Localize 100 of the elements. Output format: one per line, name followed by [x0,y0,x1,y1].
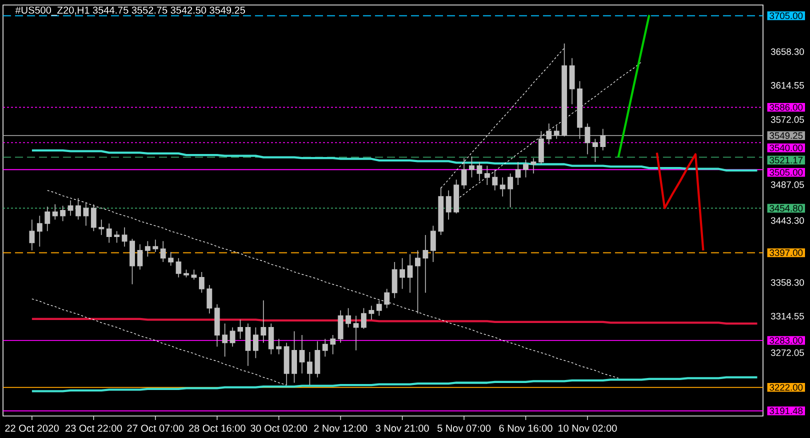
x-tick-label: 22 Oct 2020 [5,424,59,432]
candlestick [130,238,135,285]
candlestick [98,219,104,236]
candlestick [538,130,544,165]
candlestick [600,128,606,151]
ref-line-label: 3705.00 [770,12,803,20]
y-tick-label: 3572.05 [770,116,804,123]
candlestick [554,125,560,140]
candlestick [90,204,96,232]
ref-line-label: 3540.00 [770,144,803,152]
candlestick [68,200,74,216]
ref-line-label: 3586.00 [770,104,803,111]
candlestick [60,205,66,222]
y-tick-label: 3272.05 [770,349,804,356]
candlestick [152,239,158,252]
candlestick [546,123,552,145]
candlestick [384,288,390,309]
candlestick [44,206,50,232]
ref-line-label: 3283.00 [770,337,803,344]
y-tick-label: 3443.30 [770,217,804,224]
y-tick-label: 3314.55 [770,312,804,320]
ref-line-label: 3191.48 [770,408,803,414]
candlestick [492,169,498,191]
candlestick [106,223,112,244]
y-tick-label: 3658.30 [770,48,804,55]
candlestick [276,338,282,355]
candlestick [392,262,398,299]
x-tick-label: 28 Oct 16:00 [188,424,246,432]
candlestick [252,326,258,359]
candlestick [284,342,290,386]
candlestick [562,43,568,137]
candlestick [214,304,220,347]
candlestick [461,158,467,190]
candlestick [191,269,197,280]
candlestick [407,254,413,294]
candlestick [198,272,204,294]
candlestick [114,230,120,244]
candlestick [230,326,236,347]
ref-line-label: 3454.80 [770,204,803,212]
candlestick [422,234,428,294]
candlestick [36,215,42,247]
candlestick [476,162,482,182]
candlestick [144,240,150,257]
candlestick [168,252,174,266]
ref-line-label: 3549.25 [770,132,803,139]
x-tick-label: 6 Nov 16:00 [499,424,552,432]
candlestick [299,334,305,374]
candlestick [184,269,189,278]
ref-line-label: 3222.00 [770,384,803,391]
y-tick-label: 3487.05 [770,181,804,188]
candlestick [430,225,436,262]
candlestick [338,310,344,344]
ref-line-label: 3505.00 [770,169,803,176]
candlestick [577,80,582,140]
candlestick [160,240,166,262]
x-tick-label: 27 Oct 07:00 [127,424,184,432]
candlestick [137,244,143,270]
candlestick [500,176,506,197]
chart-title: #US500_Z20,H1 3544.75 3552.75 3542.50 3549.25 [15,6,246,16]
y-tick-label: 3614.55 [770,82,804,89]
candlestick [368,305,374,320]
candlestick [314,340,320,378]
candlestick [353,315,359,351]
candlestick [292,330,297,384]
candlestick [515,162,521,186]
candlestick [530,158,536,174]
candlestick [245,323,251,366]
candlestick [52,204,58,220]
candlestick [330,334,336,355]
x-tick-label: 2 Nov 12:00 [314,424,368,432]
line-series [32,298,287,386]
candlestick [306,352,312,386]
x-tick-label: 30 Oct 02:00 [250,424,308,432]
x-tick-label: 23 Oct 22:00 [66,424,122,432]
candlestick [206,284,212,314]
ref-line-label: 3397.00 [770,249,803,256]
candlestick [346,308,352,328]
candlestick [569,58,575,105]
candlestick [268,323,274,355]
candlestick [76,198,81,220]
candlestick [260,300,266,344]
y-tick-label: 3358.30 [770,279,804,286]
candlestick [523,159,528,178]
x-tick-label: 3 Nov 21:00 [376,424,429,432]
line-series [656,152,704,252]
candlestick [438,186,444,236]
candlestick [83,202,89,226]
candlestick [454,179,460,214]
candlestick [584,123,590,155]
candlestick [446,190,452,220]
candlestick [29,219,35,251]
candlestick [176,258,182,278]
candlestick [222,323,228,357]
candlestick [376,300,382,316]
candlestick [361,308,366,330]
ref-line-label: 3521.17 [770,156,803,164]
candlestick [122,226,128,247]
x-tick-label: 5 Nov 07:00 [437,424,491,432]
x-tick-label: 10 Nov 02:00 [558,424,617,432]
candlestick [508,173,514,208]
